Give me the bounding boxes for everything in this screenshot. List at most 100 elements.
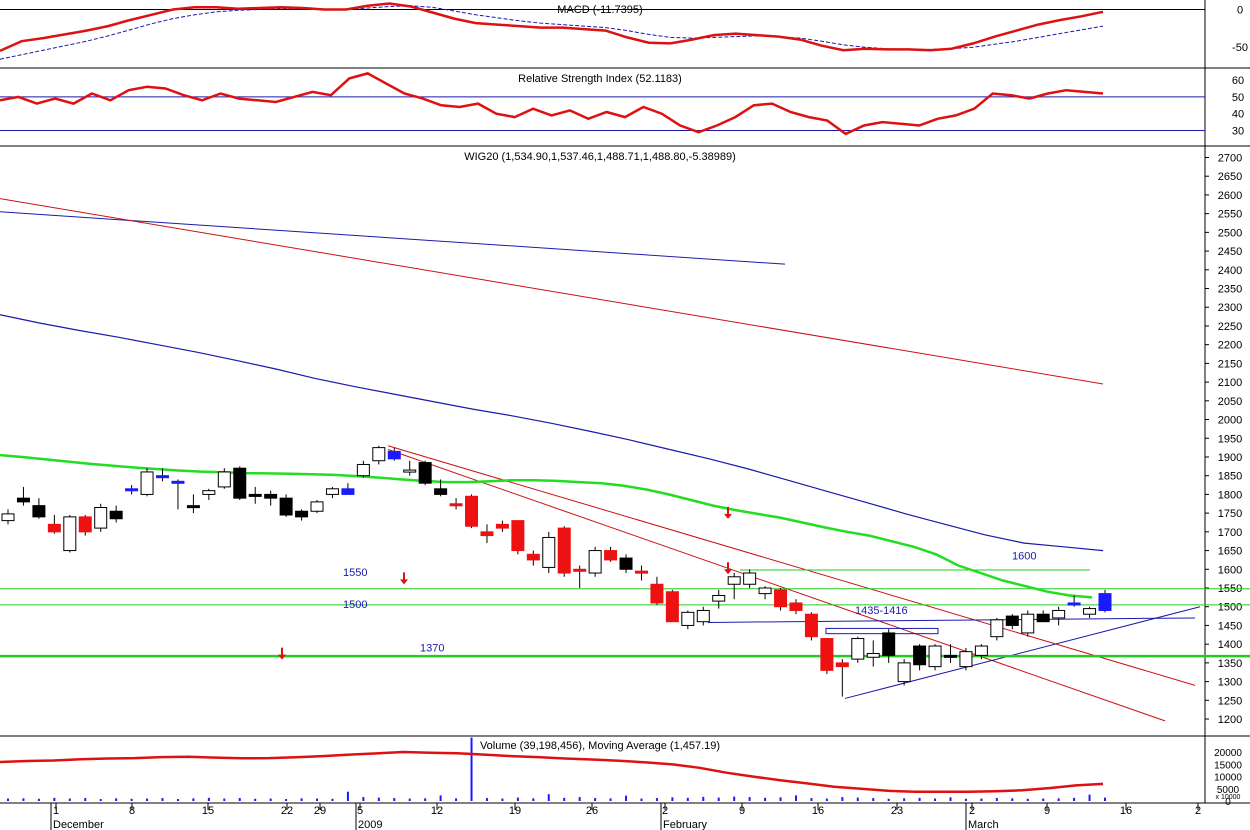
candle bbox=[789, 599, 803, 615]
price-tick-label: 1600 bbox=[1218, 564, 1242, 576]
volume-tick-label: 15000 bbox=[1214, 760, 1242, 771]
price-tick-label: 2350 bbox=[1218, 284, 1242, 296]
candle bbox=[557, 526, 571, 577]
candle bbox=[403, 460, 417, 476]
price-tick-label: 2050 bbox=[1218, 396, 1242, 408]
candle bbox=[990, 617, 1004, 641]
trend-lines bbox=[0, 198, 1250, 722]
candle bbox=[573, 565, 587, 588]
candle bbox=[186, 494, 200, 514]
candle bbox=[1, 509, 15, 525]
candle bbox=[526, 550, 540, 566]
price-tick-label: 2700 bbox=[1218, 152, 1242, 164]
volume-tick-label: 10000 bbox=[1214, 773, 1242, 784]
price-tick-label: 2550 bbox=[1218, 209, 1242, 221]
candle bbox=[310, 500, 324, 514]
candle bbox=[156, 468, 170, 482]
candle bbox=[341, 483, 355, 495]
candle bbox=[897, 659, 911, 686]
price-tick-label: 2200 bbox=[1218, 340, 1242, 352]
candle bbox=[758, 586, 772, 600]
date-tick-label: 15 bbox=[202, 805, 214, 817]
rsi-tick-label: 60 bbox=[1232, 75, 1244, 87]
price-tick-label: 2600 bbox=[1218, 190, 1242, 202]
short-moving-average bbox=[0, 453, 1093, 599]
volume-panel: Volume (39,198,456), Moving Average (1,4… bbox=[0, 737, 1242, 808]
price-axis: 1200125013001350140014501500155016001650… bbox=[1205, 152, 1242, 726]
month-label: 2009 bbox=[358, 819, 382, 830]
price-tick-label: 2400 bbox=[1218, 265, 1242, 277]
candle bbox=[634, 565, 648, 581]
red-arrow-icon bbox=[400, 572, 408, 585]
candle bbox=[650, 576, 664, 605]
price-tick-label: 1800 bbox=[1218, 489, 1242, 501]
candlesticks bbox=[1, 445, 1112, 697]
price-annotation: 1500 bbox=[343, 599, 367, 611]
date-tick-label: 9 bbox=[739, 805, 745, 817]
price-tick-label: 1300 bbox=[1218, 677, 1242, 689]
candle bbox=[1005, 614, 1019, 630]
date-tick-label: 29 bbox=[314, 805, 326, 817]
candle bbox=[604, 546, 618, 562]
price-tick-label: 1950 bbox=[1218, 433, 1242, 445]
candle bbox=[882, 629, 896, 663]
price-tick-label: 1500 bbox=[1218, 602, 1242, 614]
candle bbox=[588, 546, 602, 577]
price-tick-label: 2000 bbox=[1218, 415, 1242, 427]
price-tick-label: 1900 bbox=[1218, 452, 1242, 464]
candle bbox=[974, 644, 988, 660]
candle bbox=[959, 647, 973, 671]
price-tick-label: 1850 bbox=[1218, 471, 1242, 483]
candle bbox=[928, 644, 942, 671]
candle bbox=[913, 644, 927, 671]
date-tick-label: 2 bbox=[1195, 805, 1201, 817]
candle bbox=[665, 589, 679, 623]
candle bbox=[495, 520, 509, 532]
candle bbox=[1036, 610, 1050, 623]
candle bbox=[1083, 606, 1097, 618]
candle bbox=[943, 644, 957, 663]
trend-line bbox=[707, 617, 1196, 623]
candle bbox=[511, 520, 525, 555]
price-tick-label: 1650 bbox=[1218, 546, 1242, 558]
price-tick-label: 1250 bbox=[1218, 695, 1242, 707]
price-tick-label: 2250 bbox=[1218, 321, 1242, 333]
volume-bars bbox=[7, 737, 1106, 801]
candle bbox=[820, 638, 834, 675]
candle bbox=[804, 612, 818, 641]
volume-tick-label: 20000 bbox=[1214, 748, 1242, 759]
candle bbox=[1052, 606, 1066, 626]
candle bbox=[125, 485, 139, 495]
candle bbox=[63, 515, 77, 553]
candle bbox=[1067, 595, 1081, 607]
candle bbox=[78, 515, 92, 536]
trend-line bbox=[387, 449, 1166, 722]
candle bbox=[835, 659, 849, 697]
macd-axis: 0 -50 bbox=[0, 5, 1248, 54]
date-tick-label: 23 bbox=[891, 805, 903, 817]
red-arrow-icon bbox=[724, 506, 732, 519]
candle bbox=[418, 460, 432, 486]
price-tick-label: 2300 bbox=[1218, 302, 1242, 314]
range-box bbox=[825, 627, 939, 635]
month-label: December bbox=[53, 819, 104, 830]
candle bbox=[233, 466, 247, 501]
date-tick-label: 19 bbox=[509, 805, 521, 817]
candle bbox=[32, 498, 46, 519]
date-tick-label: 2 bbox=[662, 805, 668, 817]
macd-line bbox=[0, 2, 1104, 53]
long-moving-average bbox=[0, 314, 1104, 552]
rsi-tick-label: 50 bbox=[1232, 92, 1244, 104]
price-title: WIG20 (1,534.90,1,537.46,1,488.71,1,488.… bbox=[464, 151, 736, 163]
candle bbox=[1098, 589, 1112, 613]
price-tick-label: 1200 bbox=[1218, 714, 1242, 726]
macd-tick-label: 0 bbox=[1237, 5, 1243, 17]
trend-line bbox=[0, 198, 1104, 385]
candle bbox=[202, 488, 216, 501]
price-tick-label: 1400 bbox=[1218, 639, 1242, 651]
candle bbox=[712, 589, 726, 609]
candle bbox=[171, 479, 185, 510]
candle bbox=[727, 573, 741, 600]
signal-arrows bbox=[278, 506, 732, 660]
